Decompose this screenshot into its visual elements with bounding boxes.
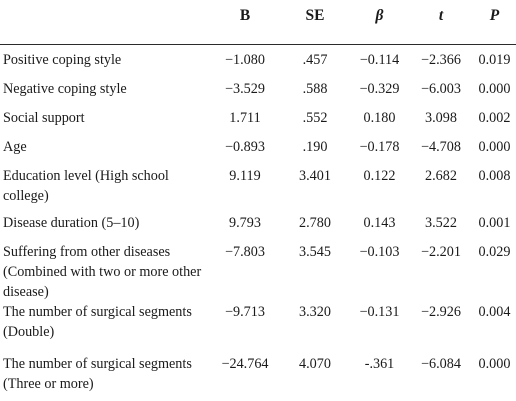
cell-t: −4.708	[421, 139, 461, 155]
cell-b: −7.803	[225, 244, 265, 260]
table-row: Age −0.893 .190 −0.178 −4.708 0.000	[0, 137, 516, 166]
cell-p: 0.029	[478, 244, 511, 260]
cell-se: 2.780	[299, 215, 331, 231]
cell-b: 1.711	[229, 110, 261, 126]
table-row: Positive coping style −1.080 .457 −0.114…	[0, 45, 516, 80]
cell-t: −2.926	[421, 304, 461, 320]
cell-variable: Negative coping style	[3, 81, 127, 97]
cell-t: −6.003	[421, 81, 461, 97]
cell-se: 4.070	[299, 356, 331, 372]
cell-t: 3.522	[425, 215, 457, 231]
cell-se: .588	[302, 81, 328, 97]
table-row: Social support 1.711 .552 0.180 3.098 0.…	[0, 108, 516, 137]
header-variable	[0, 0, 210, 45]
cell-t: −6.084	[421, 356, 461, 372]
cell-b: −1.080	[225, 52, 265, 68]
cell-se: 3.320	[299, 304, 331, 320]
cell-b: −24.764	[221, 356, 269, 372]
cell-t: −2.201	[421, 244, 461, 260]
cell-variable: Suffering from other diseases (Combined …	[3, 244, 202, 300]
cell-beta: 0.143	[363, 215, 396, 231]
cell-variable: Education level (High school college)	[3, 168, 169, 204]
cell-p: 0.000	[478, 81, 511, 97]
cell-se: 3.545	[299, 244, 331, 260]
cell-p: 0.004	[478, 304, 511, 320]
cell-b: −9.713	[225, 304, 265, 320]
header-b: B	[210, 0, 280, 45]
table-row: The number of surgical segments (Three o…	[0, 354, 516, 394]
table-row: Disease duration (5–10) 9.793 2.780 0.14…	[0, 213, 516, 242]
cell-beta: −0.103	[359, 244, 400, 260]
cell-b: 9.793	[229, 215, 261, 231]
cell-variable: The number of surgical segments (Three o…	[3, 356, 192, 392]
table-row: The number of surgical segments (Double)…	[0, 302, 516, 354]
cell-se: .190	[302, 139, 328, 155]
cell-p: 0.001	[478, 215, 511, 231]
header-beta: β	[350, 0, 409, 45]
cell-p: 0.000	[478, 139, 511, 155]
cell-t: 3.098	[425, 110, 457, 126]
cell-variable: Age	[3, 139, 27, 155]
cell-beta: −0.329	[359, 81, 400, 97]
table-row: Education level (High school college) 9.…	[0, 166, 516, 213]
cell-beta: -.361	[364, 356, 395, 372]
cell-variable: The number of surgical segments (Double)	[3, 304, 192, 340]
cell-p: 0.000	[478, 356, 511, 372]
header-row: B SE β t P	[0, 0, 516, 45]
header-p: P	[473, 0, 516, 45]
cell-p: 0.002	[478, 110, 511, 126]
header-se: SE	[280, 0, 350, 45]
cell-t: −2.366	[421, 52, 461, 68]
cell-variable: Disease duration (5–10)	[3, 215, 140, 231]
cell-beta: −0.114	[359, 52, 400, 68]
cell-se: .552	[302, 110, 328, 126]
cell-beta: −0.178	[359, 139, 400, 155]
cell-beta: −0.131	[359, 304, 400, 320]
cell-p: 0.008	[478, 168, 511, 184]
cell-b: −0.893	[225, 139, 265, 155]
cell-beta: 0.180	[363, 110, 396, 126]
table-body: Positive coping style −1.080 .457 −0.114…	[0, 45, 516, 395]
cell-beta: 0.122	[363, 168, 396, 184]
cell-se: .457	[302, 52, 328, 68]
cell-b: −3.529	[225, 81, 265, 97]
header-t: t	[409, 0, 473, 45]
cell-t: 2.682	[425, 168, 457, 184]
cell-b: 9.119	[229, 168, 261, 184]
table-row: Negative coping style −3.529 .588 −0.329…	[0, 79, 516, 108]
cell-p: 0.019	[478, 52, 511, 68]
cell-variable: Social support	[3, 110, 85, 126]
table-header: B SE β t P	[0, 0, 516, 45]
cell-se: 3.401	[299, 168, 331, 184]
cell-variable: Positive coping style	[3, 52, 122, 68]
table-row: Suffering from other diseases (Combined …	[0, 242, 516, 302]
